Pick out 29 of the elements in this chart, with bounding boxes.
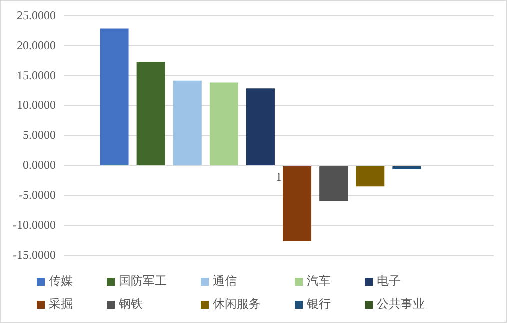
y-tick-label: 5.0000	[22, 128, 56, 142]
y-tick-label: -5.0000	[18, 188, 56, 202]
y-tick-label: -15.0000	[12, 248, 56, 262]
y-tick-label: 15.0000	[16, 68, 56, 82]
legend-label: 通信	[213, 273, 237, 290]
legend-label: 汽车	[307, 273, 331, 290]
legend-label: 国防军工	[119, 273, 167, 290]
bar	[392, 166, 422, 170]
bar	[173, 80, 202, 166]
legend-label: 电子	[377, 273, 401, 290]
legend-label: 传媒	[49, 273, 73, 290]
y-tick-label: -10.0000	[12, 218, 56, 232]
y-tick-label: 20.0000	[16, 38, 56, 52]
bar	[210, 82, 238, 166]
x-tick-label: 1	[276, 170, 282, 184]
bar	[136, 62, 166, 166]
bar	[100, 28, 129, 166]
y-tick-label: 10.0000	[16, 98, 56, 112]
legend-label: 银行	[307, 296, 331, 313]
y-tick-label: 0.0000	[22, 158, 56, 172]
bar	[246, 88, 275, 166]
bar	[283, 166, 312, 242]
legend-label: 钢铁	[119, 296, 143, 313]
legend-label: 公共事业	[377, 296, 425, 313]
legend-label: 休闲服务	[213, 296, 261, 313]
legend-label: 采掘	[49, 296, 73, 313]
y-tick-label: 25.0000	[16, 8, 56, 22]
bar	[320, 166, 348, 202]
bar	[356, 166, 385, 187]
